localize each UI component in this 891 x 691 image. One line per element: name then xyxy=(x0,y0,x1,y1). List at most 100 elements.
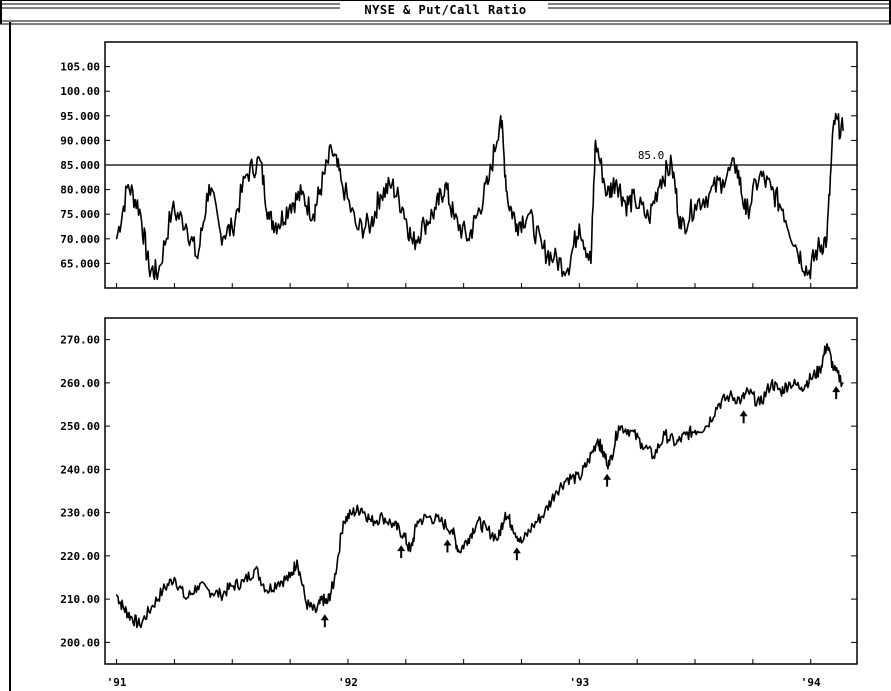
data-point xyxy=(231,228,233,230)
data-point xyxy=(648,218,650,220)
data-point xyxy=(435,208,437,210)
y-tick-label: 200.00 xyxy=(60,636,100,649)
data-point xyxy=(231,585,233,587)
data-point xyxy=(789,382,791,384)
up-arrow-head xyxy=(603,473,612,480)
y-tick-label: 230.00 xyxy=(60,507,100,520)
data-point xyxy=(553,257,555,260)
data-point xyxy=(826,343,828,345)
data-point xyxy=(333,581,335,583)
data-point xyxy=(243,581,245,583)
data-point xyxy=(800,386,803,388)
up-arrow-marker xyxy=(320,614,329,628)
x-tick-label: '91 xyxy=(107,676,127,689)
data-point xyxy=(652,455,654,457)
x-tick-label: '92 xyxy=(338,676,358,689)
data-point xyxy=(115,238,118,240)
data-point xyxy=(671,164,673,166)
data-point xyxy=(342,520,344,522)
data-point xyxy=(185,598,187,600)
data-point xyxy=(597,438,599,440)
up-arrow-marker xyxy=(512,547,521,561)
data-point xyxy=(608,464,611,466)
data-point xyxy=(736,164,738,166)
data-point xyxy=(139,624,141,626)
data-point xyxy=(578,477,580,479)
data-point xyxy=(115,594,118,596)
data-point xyxy=(319,189,321,191)
data-point xyxy=(254,568,256,570)
y-tick-label: 80.000 xyxy=(60,184,100,197)
data-point xyxy=(351,512,354,514)
data-point xyxy=(826,238,828,240)
data-point xyxy=(520,542,523,544)
data-point xyxy=(486,529,488,531)
y-tick-label: 90.000 xyxy=(60,134,100,147)
y-tick-label: 260.00 xyxy=(60,377,100,390)
data-point xyxy=(817,248,819,250)
data-point xyxy=(428,516,430,518)
title-bar xyxy=(0,0,891,25)
data-point xyxy=(685,434,687,436)
data-point xyxy=(544,512,546,514)
y-tick-label: 85.000 xyxy=(60,159,100,172)
data-point xyxy=(259,159,261,161)
data-point xyxy=(148,267,150,269)
data-point xyxy=(476,520,479,522)
data-point xyxy=(458,550,460,553)
data-point xyxy=(412,243,414,245)
data-point xyxy=(717,403,719,406)
data-point xyxy=(321,598,324,600)
y-tick-label: 220.00 xyxy=(60,550,100,563)
data-point xyxy=(326,602,328,605)
data-point xyxy=(402,208,405,210)
y-tick-label: 65.000 xyxy=(60,257,100,270)
data-point xyxy=(706,425,708,427)
up-arrow-head xyxy=(739,410,748,417)
data-point xyxy=(770,189,772,191)
data-point xyxy=(416,520,418,522)
data-point xyxy=(277,223,280,225)
series-line-nyse xyxy=(115,343,844,629)
data-point xyxy=(488,179,490,181)
up-arrow-marker xyxy=(443,539,452,553)
data-point xyxy=(511,525,513,527)
data-point xyxy=(220,233,222,235)
data-point xyxy=(150,607,152,609)
up-arrow-marker xyxy=(739,410,748,424)
data-point xyxy=(391,184,393,186)
up-arrow-head xyxy=(512,547,521,554)
data-point xyxy=(567,267,569,269)
data-point xyxy=(807,272,810,274)
up-arrow-head xyxy=(443,539,452,546)
data-point xyxy=(289,576,291,579)
plot-frame-nyse xyxy=(104,317,858,665)
y-tick-label: 210.00 xyxy=(60,593,100,606)
data-point xyxy=(467,537,469,540)
data-point xyxy=(504,512,506,514)
data-point xyxy=(162,589,164,592)
up-arrow-marker xyxy=(397,545,406,559)
up-arrow-marker xyxy=(603,473,612,487)
data-point xyxy=(532,525,534,527)
data-point xyxy=(314,611,317,613)
data-point xyxy=(393,525,395,527)
data-point xyxy=(745,213,747,215)
data-point xyxy=(629,429,631,432)
data-point xyxy=(379,193,381,196)
data-point xyxy=(439,520,442,522)
data-point xyxy=(268,218,270,220)
data-point xyxy=(516,223,518,225)
y-tick-label: 250.00 xyxy=(60,420,100,433)
data-point xyxy=(833,369,835,371)
data-point xyxy=(675,442,678,445)
series-line-ratio xyxy=(115,112,844,281)
data-point xyxy=(842,382,844,384)
data-point xyxy=(747,390,749,393)
data-point xyxy=(796,248,798,250)
y-tick-label: 270.00 xyxy=(60,334,100,347)
y-tick-label: 100.00 xyxy=(60,85,100,98)
data-point xyxy=(122,607,125,609)
data-point xyxy=(382,516,384,518)
